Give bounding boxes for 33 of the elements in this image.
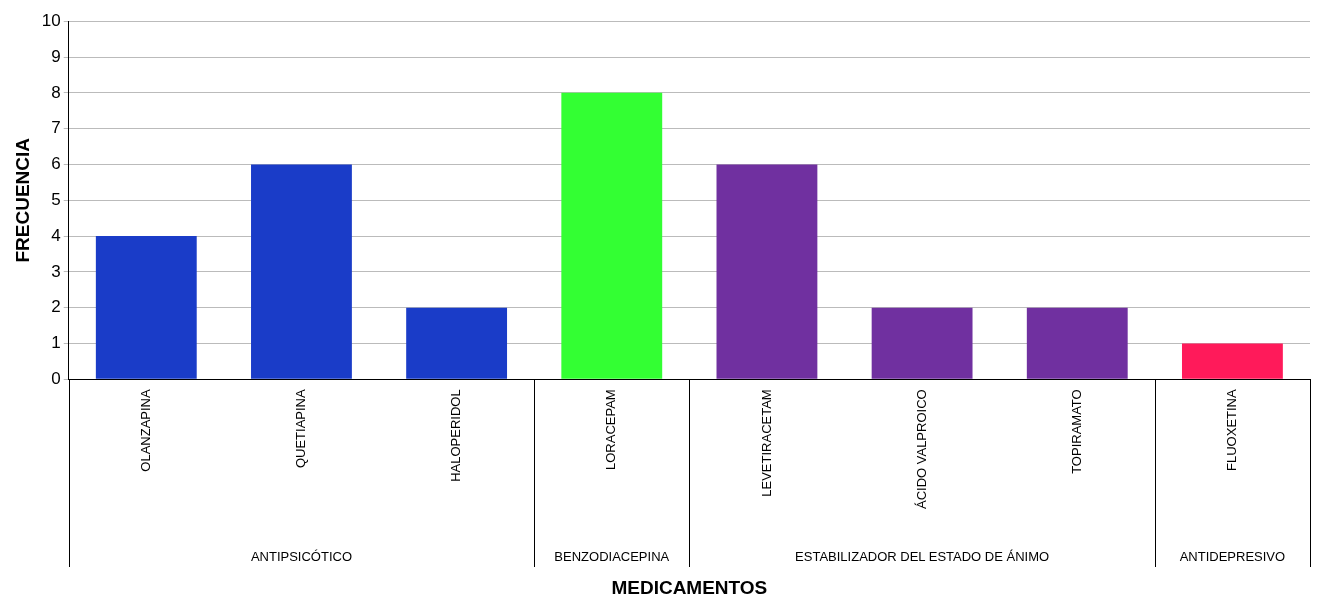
x-tick-label: FLUOXETINA — [1224, 389, 1239, 471]
y-tick-label: 9 — [51, 46, 61, 66]
y-tick-label: 5 — [51, 189, 61, 209]
x-tick-label: LEVETIRACETAM — [758, 389, 774, 497]
y-axis-title: FRECUENCIA — [11, 137, 33, 263]
bar — [406, 307, 508, 379]
text: ANTIDEPRESIVO — [1179, 548, 1286, 564]
text: ESTABILIZADOR DEL ESTADO DE ÁNIMO — [795, 548, 1050, 564]
y-tick-label: 3 — [51, 261, 61, 281]
x-tick-label: HALOPERIDOL — [448, 389, 464, 482]
y-tick-label: 8 — [51, 82, 61, 102]
bar — [561, 92, 663, 379]
bar — [1181, 343, 1283, 379]
x-tick-label: LORACEPAM — [603, 389, 619, 470]
x-tick-label: QUETIAPINA — [293, 389, 309, 469]
x-axis-title: MEDICAMENTOS — [611, 577, 768, 599]
bar — [95, 236, 197, 379]
y-tick-label: 7 — [51, 118, 61, 138]
bar — [251, 164, 352, 379]
y-tick-label: 2 — [51, 297, 61, 317]
y-tick-label: 0 — [51, 369, 61, 389]
bar — [716, 164, 818, 379]
bar — [1026, 307, 1128, 379]
y-tick-label: 1 — [51, 333, 61, 353]
x-tick-label: ÁCIDO VALPROICO — [913, 389, 929, 510]
text: BENZODIACEPINA — [554, 548, 670, 564]
y-tick-label: 6 — [51, 154, 61, 174]
x-tick-label: TOPIRAMATO — [1068, 389, 1084, 474]
x-tick-label: OLANZAPINA — [137, 389, 153, 472]
bar — [871, 307, 973, 379]
y-tick-label: 4 — [51, 225, 61, 245]
text: ANTIPSICÓTICO — [250, 548, 353, 564]
y-tick-label: 10 — [41, 10, 61, 30]
